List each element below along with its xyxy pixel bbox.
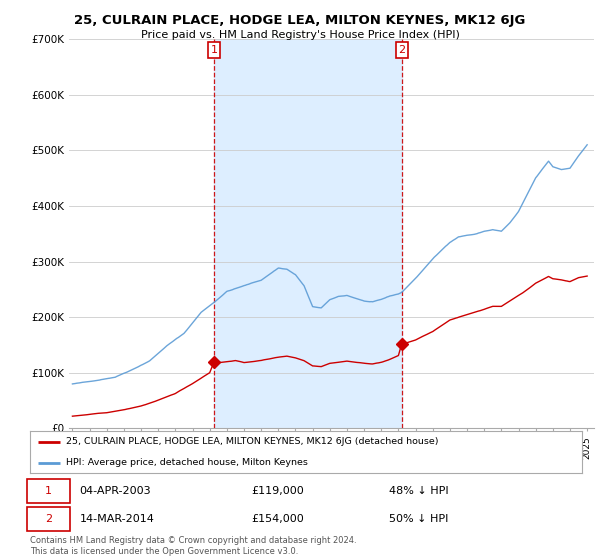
Text: 25, CULRAIN PLACE, HODGE LEA, MILTON KEYNES, MK12 6JG (detached house): 25, CULRAIN PLACE, HODGE LEA, MILTON KEY… [66,437,439,446]
Text: 25, CULRAIN PLACE, HODGE LEA, MILTON KEYNES, MK12 6JG: 25, CULRAIN PLACE, HODGE LEA, MILTON KEY… [74,14,526,27]
Text: 50% ↓ HPI: 50% ↓ HPI [389,514,448,524]
FancyBboxPatch shape [27,507,70,531]
Text: 04-APR-2003: 04-APR-2003 [80,486,151,496]
Text: £119,000: £119,000 [251,486,304,496]
Text: 1: 1 [211,45,217,55]
Text: £154,000: £154,000 [251,514,304,524]
Text: HPI: Average price, detached house, Milton Keynes: HPI: Average price, detached house, Milt… [66,458,308,467]
Text: 1: 1 [45,486,52,496]
Text: 48% ↓ HPI: 48% ↓ HPI [389,486,448,496]
Text: Price paid vs. HM Land Registry's House Price Index (HPI): Price paid vs. HM Land Registry's House … [140,30,460,40]
Text: 14-MAR-2014: 14-MAR-2014 [80,514,155,524]
Text: 2: 2 [398,45,406,55]
Bar [214,39,402,428]
FancyBboxPatch shape [27,479,70,503]
Text: Contains HM Land Registry data © Crown copyright and database right 2024.
This d: Contains HM Land Registry data © Crown c… [30,536,356,556]
Text: 2: 2 [45,514,52,524]
